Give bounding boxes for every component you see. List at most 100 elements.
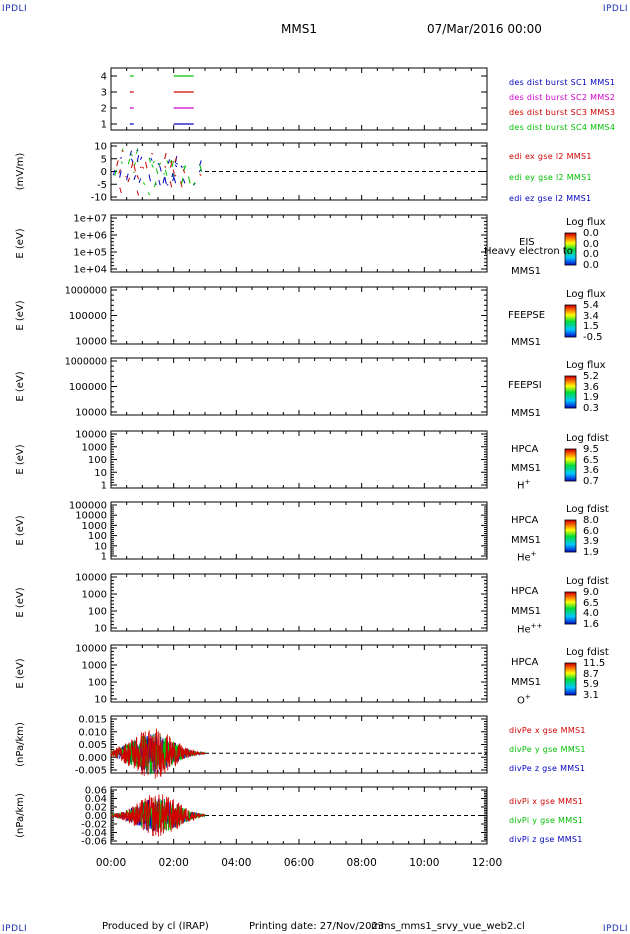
colorbar-step [565,385,576,387]
colorbar-step [565,618,576,620]
efield-point [133,175,137,180]
colorbar-step [565,393,576,395]
species-charge: + [524,478,531,486]
colorbar-step [565,244,576,246]
colorbar-step [565,311,576,313]
colorbar-step [565,253,576,255]
colorbar-step [565,547,576,549]
colorbar-step [565,449,576,451]
efield-point [173,177,177,184]
colorbar-step [565,455,576,457]
colorbar-step [565,533,576,535]
instrument-label: MMS1 [511,266,541,277]
colorbar-step [565,323,576,325]
efield-point [119,187,122,194]
colorbar-step [565,690,576,692]
colorbar-step [565,460,576,462]
colorbar-step [565,376,576,378]
series-trace [111,794,206,837]
colorbar-step [565,597,576,599]
species-charge: + [530,550,537,558]
colorbar-step [565,614,576,616]
efield-point [159,165,162,172]
efield-point [164,176,167,185]
colorbar-frame [564,304,577,338]
y-tick-label: 10000 [75,408,107,419]
colorbar-step [565,307,576,309]
legend-entry: divPe z gse MMS1 [509,764,586,773]
colorbar-step [565,472,576,474]
colorbar-frame [564,662,577,696]
x-tick-label: 08:00 [347,857,377,869]
colorbar-tick-label: 1.6 [583,619,599,630]
efield-point [136,190,140,196]
colorbar-tick-label: 0.0 [583,238,599,250]
colorbar-step [565,330,576,332]
colorbar-step [565,599,576,601]
colorbar-step [565,677,576,679]
colorbar-step [565,324,576,326]
instrument-label: HPCA [511,444,539,455]
colorbar-tick-label: 1.9 [583,547,599,558]
colorbar-step [565,479,576,481]
efield-point [164,165,167,168]
colorbar-step [565,452,576,454]
colorbar-title: Log fdist [566,647,609,658]
efield-point [167,159,171,164]
y-tick-label: 4 [101,72,107,83]
colorbar-step [565,474,576,476]
colorbar-tick-label: 3.6 [583,465,599,477]
colorbar-step [565,255,576,257]
colorbar-step [565,405,576,407]
efield-point [164,169,168,176]
efield-point [199,160,202,166]
efield-point [130,153,133,157]
colorbar-step [565,615,576,617]
colorbar-step [565,383,576,385]
colorbar-step [565,623,576,625]
colorbar-step [565,457,576,459]
efield-point [199,173,202,176]
colorbar-step [565,319,576,321]
y-tick-label: 100 [88,455,107,466]
efield-point [133,162,137,166]
y-axis-label: (nPa/km) [15,722,26,767]
colorbar-step [565,681,576,683]
colorbar-tick-label: 0.0 [583,260,599,271]
colorbar-step [565,527,576,529]
colorbar-step [565,544,576,546]
colorbar-step [565,531,576,533]
colorbar-step [565,461,576,463]
colorbar-step [565,667,576,669]
colorbar-step [565,380,576,382]
species-charge: + [524,693,531,701]
colorbar-tick-label: 3.1 [583,690,599,701]
y-tick-label: 1e+05 [73,248,107,259]
y-tick-label: -0.005 [75,766,107,777]
y-tick-label: 5 [101,154,107,165]
instrument-label: MMS1 [511,535,541,546]
efield-point [162,176,165,184]
legend-entry: divPe y gse MMS1 [509,745,586,754]
colorbar-step [565,665,576,667]
efield-point [129,150,132,156]
colorbar-step [565,326,576,328]
y-tick-label: 10 [94,541,107,552]
y-tick-label: 10000 [75,337,107,348]
efield-point [171,160,175,168]
colorbar [564,448,577,482]
colorbar-step [565,600,576,602]
legend-entry: divPi x gse MMS1 [509,797,584,806]
efield-point [164,152,167,160]
footer-printing-date: Printing date: 27/Nov/2023 [249,921,385,932]
colorbar-step [565,257,576,259]
colorbar-title: Log flux [566,289,606,300]
efield-point [130,158,134,163]
footer-produced-by: Produced by cl (IRAP) [102,921,209,932]
colorbar-step [565,258,576,260]
colorbar-tick-label: 0.0 [583,228,599,239]
colorbar-step [565,314,576,316]
colorbar-step [565,394,576,396]
colorbar-step [565,315,576,317]
colorbar-step [565,691,576,693]
